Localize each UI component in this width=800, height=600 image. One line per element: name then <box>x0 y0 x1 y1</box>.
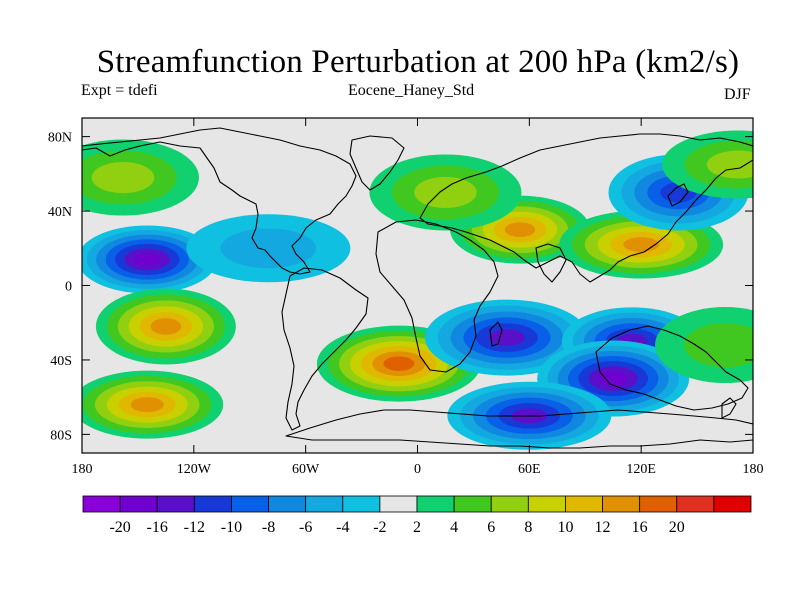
colorbar-label: -4 <box>336 519 349 536</box>
map-axes: 180 120W 60W 0 60E 120E 180 80N 40N 0 40S 80S <box>48 118 764 477</box>
colorbar-label: -12 <box>184 519 205 536</box>
coastline-new-zealand <box>721 397 737 419</box>
field-feature-high <box>655 307 753 384</box>
colorbar-label: 6 <box>487 519 495 536</box>
coastline-north-america <box>82 127 357 275</box>
coastline-japan <box>667 183 689 207</box>
colorbar-swatch <box>490 495 529 513</box>
contour-band <box>414 176 477 209</box>
contour-band <box>91 161 155 194</box>
colorbar-swatch <box>416 495 455 513</box>
contour-band <box>220 228 317 269</box>
colorbar-swatch <box>527 495 566 513</box>
coastline-india <box>535 243 567 283</box>
lat-tick-label: 80S <box>50 428 72 443</box>
colorbar-label: -8 <box>262 519 275 536</box>
colorbar-swatch <box>193 495 232 513</box>
colorbar-label: -10 <box>221 519 242 536</box>
contour-band <box>598 371 628 386</box>
coastline-madagascar <box>489 321 503 347</box>
colorbar-label: 12 <box>595 519 611 536</box>
season-label: DJF <box>724 86 751 103</box>
colorbar-swatch <box>453 495 492 513</box>
plot-title: Streamfunction Perturbation at 200 hPa (… <box>96 44 740 80</box>
field-feature-low <box>186 214 351 283</box>
colorbar-label: -16 <box>147 519 168 536</box>
colorbar-label: 2 <box>413 519 421 536</box>
contour-band <box>130 397 164 413</box>
colorbar-swatch <box>82 495 121 513</box>
contour-band <box>150 318 182 335</box>
colorbar-swatch <box>565 495 603 513</box>
colorbar-swatch <box>342 495 381 513</box>
contour-band <box>504 222 536 238</box>
coastline-africa <box>375 219 499 373</box>
contour-field <box>82 118 753 453</box>
coastline-south-america <box>281 267 369 431</box>
colorbar-swatch <box>639 495 678 513</box>
colorbar-swatch <box>156 495 195 513</box>
field-feature-high <box>82 139 199 216</box>
colorbar-label: 4 <box>450 519 458 536</box>
contour-band <box>383 356 415 371</box>
contour-band <box>623 237 660 252</box>
field-feature-low <box>82 225 218 294</box>
lon-tick-label: 120W <box>177 462 212 477</box>
lat-tick-label: 0 <box>65 280 72 295</box>
colorbar-swatch <box>713 495 752 513</box>
colorbar-swatch <box>602 495 641 513</box>
field-feature-high <box>662 130 753 199</box>
coastline-greenland <box>349 135 405 191</box>
contour-band <box>489 329 525 346</box>
field-feature-high <box>369 154 522 231</box>
lon-tick-label: 60E <box>518 462 541 477</box>
contour-band <box>684 322 753 368</box>
center-subtitle: Eocene_Haney_Std <box>348 82 475 99</box>
colorbar-label: 8 <box>524 519 532 536</box>
colorbar-label: -2 <box>373 519 386 536</box>
colorbar-swatch <box>119 495 158 513</box>
colorbar-label: -20 <box>109 519 130 536</box>
colorbar-swatch <box>231 495 269 513</box>
colorbar-swatch <box>268 495 307 513</box>
colorbar-label: 10 <box>557 519 573 536</box>
field-feature-high <box>316 325 481 402</box>
lon-tick-label: 0 <box>414 462 421 477</box>
coastline-antarctica <box>285 409 753 449</box>
colorbar-swatch <box>305 495 344 513</box>
field-feature-high <box>95 288 236 365</box>
lat-tick-label: 40N <box>48 205 72 220</box>
lon-tick-label: 120E <box>626 462 656 477</box>
colorbar-label: 16 <box>632 519 648 536</box>
lon-tick-label: 180 <box>72 462 93 477</box>
coastline-australia <box>595 325 749 411</box>
colorbar-swatch <box>676 495 715 513</box>
lat-tick-label: 40S <box>50 354 72 369</box>
colorbar-label: -6 <box>299 519 312 536</box>
coastlines <box>82 127 753 449</box>
coastline-eurasia <box>419 133 753 283</box>
lon-tick-label: 60W <box>292 462 320 477</box>
lon-tick-label: 180 <box>743 462 764 477</box>
lat-tick-label: 80N <box>48 131 72 146</box>
colorbar-swatch <box>379 495 418 513</box>
colorbar: -20 -16 -12 -10 -8 -6 -4 -2 2 4 6 8 10 12 16 20 <box>82 495 752 536</box>
left-subtitle: Expt = tdefi <box>81 82 158 99</box>
field-feature-low <box>424 299 589 376</box>
contour-band <box>706 150 753 179</box>
field-feature-high <box>82 370 224 439</box>
colorbar-label: 20 <box>669 519 685 536</box>
contour-band <box>134 253 161 266</box>
